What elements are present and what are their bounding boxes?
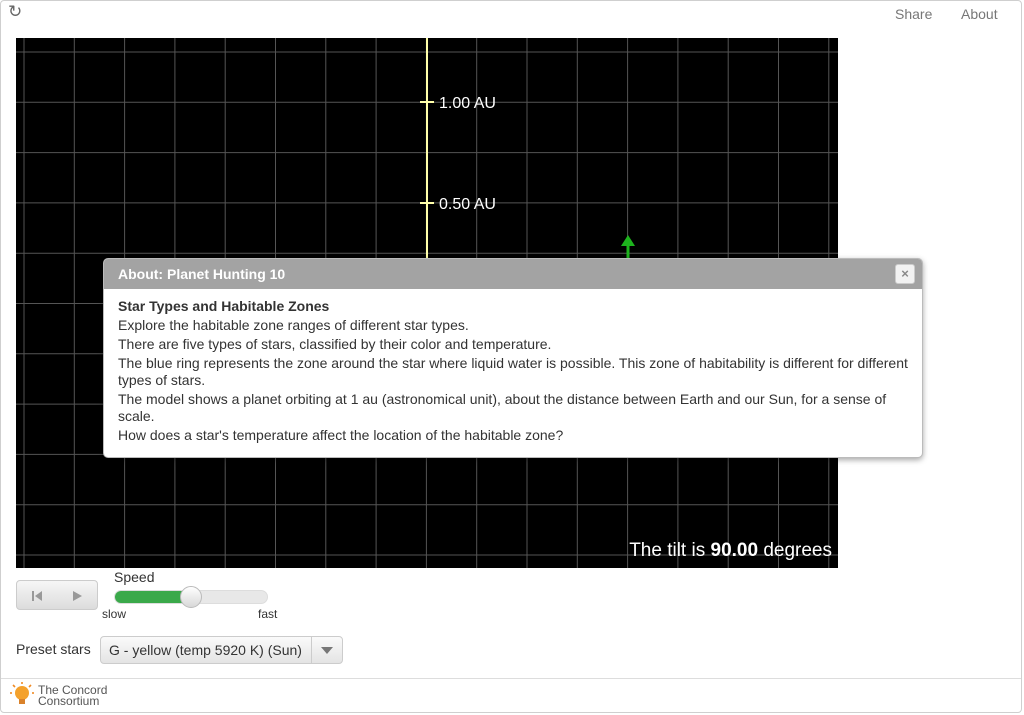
dialog-header: About: Planet Hunting 10 × (104, 259, 922, 289)
dialog-paragraph: There are five types of stars, classifie… (118, 336, 552, 352)
dialog-paragraph: The model shows a planet orbiting at 1 a… (118, 391, 887, 424)
preset-stars-label: Preset stars (16, 641, 91, 657)
dialog-heading: Star Types and Habitable Zones (118, 298, 330, 314)
chevron-down-icon[interactable] (311, 637, 342, 663)
tilt-value: 90.00 (710, 540, 759, 561)
fast-label: fast (258, 607, 278, 621)
speed-slider[interactable] (114, 586, 268, 608)
logo-line1: The Concord (38, 683, 108, 697)
dialog-paragraph: The blue ring represents the zone around… (118, 355, 908, 388)
dialog-title: About: Planet Hunting 10 (118, 266, 286, 282)
share-link[interactable]: Share (895, 6, 933, 22)
about-link[interactable]: About (961, 6, 998, 22)
concord-logo[interactable]: The Concord Consortium (10, 682, 130, 710)
lightbulb-icon (10, 682, 34, 704)
logo-line2: Consortium (38, 694, 100, 708)
preset-stars-select[interactable]: G - yellow (temp 5920 K) (Sun) (100, 636, 343, 664)
au-label: 1.00 AU (439, 95, 496, 112)
skip-back-icon[interactable] (17, 581, 57, 609)
slow-label: slow (102, 607, 127, 621)
au-label: 0.50 AU (439, 196, 496, 213)
tilt-prefix: The tilt is (629, 540, 706, 561)
about-dialog: About: Planet Hunting 10 × Star Types an… (103, 258, 923, 458)
tilt-readout: The tilt is 90.00 degrees (629, 540, 832, 562)
play-icon[interactable] (57, 581, 97, 609)
footer-divider (1, 678, 1021, 679)
speed-label: Speed (114, 569, 155, 585)
playback-controls (16, 580, 98, 610)
slider-fill (115, 591, 191, 603)
preset-selected-value: G - yellow (temp 5920 K) (Sun) (109, 642, 302, 658)
tilt-suffix: degrees (763, 540, 832, 561)
reload-icon[interactable]: ↻ (8, 2, 23, 21)
dialog-body: Star Types and Habitable Zones Explore t… (104, 289, 922, 444)
slider-handle[interactable] (180, 586, 202, 608)
dialog-paragraph: Explore the habitable zone ranges of dif… (118, 317, 469, 333)
dialog-paragraph: How does a star's temperature affect the… (118, 427, 564, 443)
velocity-arrow-head (621, 235, 635, 246)
close-icon[interactable]: × (895, 264, 915, 284)
logo-text: The Concord Consortium (38, 683, 108, 708)
